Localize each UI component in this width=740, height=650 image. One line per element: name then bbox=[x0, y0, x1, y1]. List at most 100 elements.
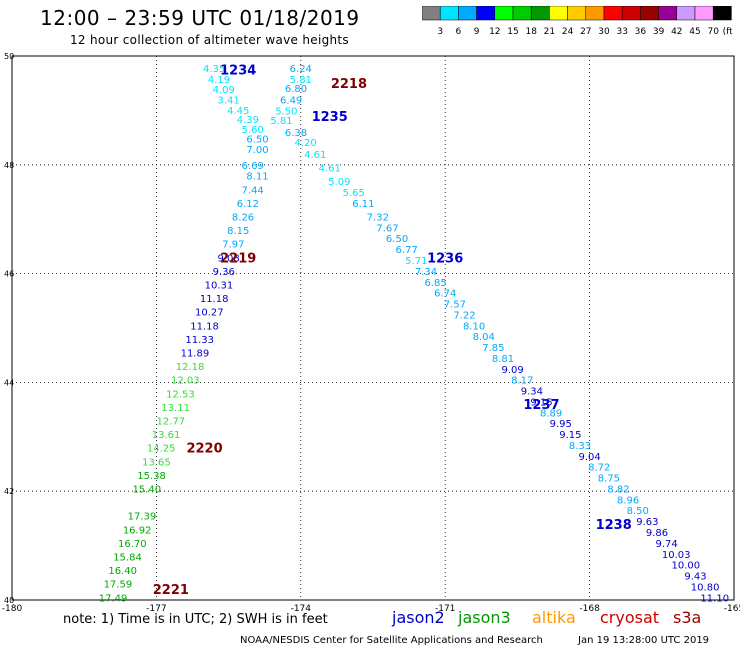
data-point-label: 6.12 bbox=[237, 199, 259, 210]
x-tick-label: -165 bbox=[724, 604, 740, 614]
data-point-label: 8.10 bbox=[463, 321, 485, 332]
data-point-label: 8.26 bbox=[232, 212, 254, 223]
data-point-label: 7.34 bbox=[415, 267, 437, 278]
y-tick-label: 48 bbox=[4, 161, 14, 170]
data-point-label: 11.18 bbox=[200, 294, 229, 305]
data-point-label: 10.31 bbox=[205, 280, 234, 291]
data-point-label: 5.71 bbox=[405, 256, 427, 267]
scale-label: 9 bbox=[474, 27, 480, 37]
scale-label: 42 bbox=[671, 27, 682, 37]
data-point-label: 17.59 bbox=[104, 580, 133, 591]
data-point-label: 8.72 bbox=[588, 463, 610, 474]
scale-label: 70 bbox=[707, 27, 719, 37]
scale-label: 30 bbox=[598, 27, 610, 37]
data-point-label: 5.60 bbox=[242, 125, 264, 136]
x-tick-label: -177 bbox=[146, 604, 166, 614]
data-point-label: 12.53 bbox=[166, 389, 195, 400]
data-point-label: 4.19 bbox=[208, 75, 230, 86]
data-point-label: 7.44 bbox=[242, 185, 264, 196]
data-point-label: 9.15 bbox=[530, 397, 552, 408]
data-point-label: 8.82 bbox=[607, 484, 629, 495]
data-point-label: 8.11 bbox=[246, 172, 268, 183]
y-tick-label: 44 bbox=[4, 378, 14, 387]
data-point-label: 16.40 bbox=[108, 566, 137, 577]
legend-jason2: jason2 bbox=[392, 608, 445, 627]
track-id-label: 2219 bbox=[220, 251, 256, 266]
data-point-label: 7.22 bbox=[453, 310, 475, 321]
data-point-label: 8.50 bbox=[627, 506, 649, 517]
track-id-label: 1236 bbox=[427, 251, 463, 266]
data-point-label: 11.89 bbox=[181, 348, 210, 359]
data-point-label: 6.50 bbox=[386, 234, 408, 245]
data-point-label: 6.49 bbox=[280, 96, 302, 107]
data-point-label: 9.09 bbox=[501, 365, 523, 376]
data-point-label: 11.18 bbox=[190, 321, 219, 332]
data-point-label: 8.96 bbox=[617, 495, 639, 506]
data-point-label: 4.61 bbox=[319, 164, 341, 175]
data-point-label: 9.08 bbox=[217, 253, 239, 264]
data-point-label: 9.36 bbox=[213, 267, 235, 278]
data-point-label: 12.03 bbox=[171, 376, 200, 387]
scale-label: 18 bbox=[525, 27, 537, 37]
track-id-label: 1235 bbox=[312, 110, 348, 125]
data-point-label: 7.32 bbox=[367, 212, 389, 223]
data-point-label: 10.03 bbox=[662, 550, 691, 561]
data-point-label: 5.81 bbox=[270, 116, 292, 127]
scale-unit: (ft) bbox=[723, 27, 732, 37]
plot-frame bbox=[11, 55, 735, 601]
data-point-label: 9.63 bbox=[636, 517, 658, 528]
track-id-label: 2220 bbox=[186, 442, 222, 457]
y-tick-label: 42 bbox=[4, 487, 14, 496]
data-point-label: 13.11 bbox=[161, 403, 190, 414]
data-point-label: 7.00 bbox=[246, 145, 268, 156]
data-point-label: 8.75 bbox=[598, 474, 620, 485]
data-point-label: 6.85 bbox=[424, 278, 446, 289]
legend-altika: altika bbox=[532, 608, 576, 627]
x-tick-label: -171 bbox=[435, 604, 455, 614]
scale-label: 24 bbox=[562, 27, 574, 37]
data-point-label: 7.57 bbox=[444, 300, 466, 311]
footer-note: note: 1) Time is in UTC; 2) SWH is in fe… bbox=[63, 612, 328, 627]
y-tick-label: 50 bbox=[4, 52, 14, 61]
data-point-label: 10.00 bbox=[672, 561, 701, 572]
data-point-label: 13.61 bbox=[152, 430, 181, 441]
data-point-label: 13.65 bbox=[142, 457, 171, 468]
data-point-label: 7.85 bbox=[482, 343, 504, 354]
data-point-label: 6.69 bbox=[242, 161, 264, 172]
data-point-label: 8.33 bbox=[569, 441, 591, 452]
scale-swatch bbox=[712, 6, 732, 21]
data-point-label: 5.09 bbox=[328, 177, 350, 188]
data-point-label: 9.74 bbox=[655, 539, 677, 550]
data-point-label: 15.84 bbox=[113, 552, 142, 563]
data-point-label: 6.80 bbox=[285, 84, 307, 95]
data-point-label: 14.25 bbox=[147, 444, 176, 455]
scale-label: 6 bbox=[456, 27, 462, 37]
track-id-label: 2218 bbox=[331, 77, 367, 92]
data-point-label: 6.11 bbox=[352, 199, 374, 210]
legend-s3a: s3a bbox=[673, 608, 702, 627]
data-point-label: 17.49 bbox=[99, 593, 128, 604]
data-point-label: 6.77 bbox=[396, 245, 418, 256]
data-point-label: 6.50 bbox=[246, 135, 268, 146]
data-point-label: 7.67 bbox=[376, 223, 398, 234]
scale-label: 33 bbox=[616, 27, 627, 37]
data-point-label: 16.70 bbox=[118, 539, 147, 550]
data-point-label: 16.92 bbox=[123, 525, 152, 536]
y-tick-label: 40 bbox=[4, 596, 14, 605]
legend-jason3: jason3 bbox=[458, 608, 511, 627]
data-point-label: 12.77 bbox=[157, 416, 186, 427]
y-tick-label: 46 bbox=[4, 270, 14, 279]
data-point-label: 15.40 bbox=[132, 484, 161, 495]
data-point-label: 11.10 bbox=[700, 593, 729, 604]
credit-timestamp: Jan 19 13:28:00 UTC 2019 bbox=[578, 635, 710, 646]
x-tick-label: -174 bbox=[291, 604, 312, 614]
data-point-label: 6.24 bbox=[290, 64, 312, 75]
data-point-label: 8.17 bbox=[511, 376, 533, 387]
track-id-label: 2221 bbox=[153, 583, 189, 598]
data-point-label: 11.33 bbox=[185, 335, 214, 346]
data-point-label: 9.43 bbox=[684, 572, 706, 583]
data-point-label: 4.35 bbox=[203, 64, 225, 75]
data-point-label: 5.50 bbox=[275, 106, 297, 117]
